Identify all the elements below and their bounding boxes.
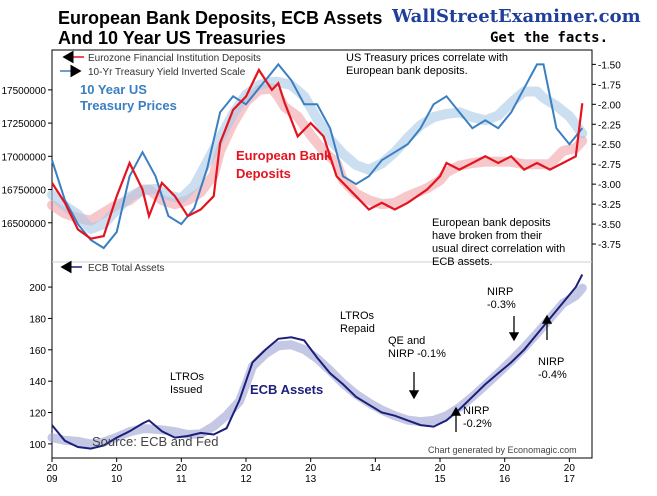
plot-frame [51, 49, 593, 459]
annotation-label: NIRP -0.4% [538, 356, 567, 381]
x-tick-label: 20 10 [111, 463, 123, 485]
x-tick-label: 14 [370, 463, 382, 474]
legend-treasury-label: 10-Yr Treasury Yield Inverted Scale [88, 67, 246, 78]
note-broken-line1: European bank deposits [432, 217, 551, 229]
legend-deposits-label: Eurozone Financial Institution Deposits [88, 53, 261, 64]
right-tick-label: -1.50 [598, 60, 621, 71]
note-correlate-line1: US Treasury prices correlate with [346, 52, 508, 64]
left-tick-label: 17000000 [2, 152, 47, 163]
ecb-trend-band [47, 283, 587, 449]
note-deposits-line1: European Bank [236, 148, 332, 163]
ecb-tick-label: 160 [29, 346, 46, 357]
annotation-label: LTROs Repaid [340, 310, 375, 335]
chart-title-line2: And 10 Year US Treasuries [58, 28, 286, 48]
note-generated: Chart generated by Economagic.com [428, 445, 577, 455]
left-tick-label: 16500000 [2, 219, 47, 230]
x-tick-label: 20 09 [46, 463, 58, 485]
right-tick-label: -3.25 [598, 200, 621, 211]
annotation-layer: LTROs Issued LTROs Repaid QE and NIRP -0.1% NI… [170, 286, 567, 432]
legend-upper: Eurozone Financial Institution Deposits … [60, 50, 261, 78]
right-tick-label: -2.50 [598, 140, 621, 151]
left-tick-label: 16750000 [2, 186, 47, 197]
left-tick-label: 17500000 [2, 86, 47, 97]
note-deposits-line2: Deposits [236, 166, 291, 181]
ecb-tick-label: 100 [29, 440, 46, 451]
note-broken-line4: ECB assets. [432, 256, 493, 268]
ecb-tick-label: 140 [29, 377, 46, 388]
note-treasury-line1: 10 Year US [80, 82, 147, 97]
right-tick-label: -3.50 [598, 220, 621, 231]
x-tick-label: 20 12 [240, 463, 252, 485]
treasury-line [51, 62, 584, 250]
brand-logo: WallStreetExaminer.com [391, 6, 641, 27]
note-broken-line2: have broken from their [432, 230, 542, 242]
legend-lower: ECB Total Assets [60, 260, 165, 274]
right-tick-label: -3.75 [598, 240, 621, 251]
x-tick-label: 20 11 [176, 463, 188, 485]
annotation-label: QE and NIRP -0.1% [388, 335, 446, 360]
annotation-label: NIRP -0.2% [463, 405, 492, 430]
brand-tagline: Get the facts. [490, 30, 608, 46]
ecb-tick-label: 200 [29, 283, 46, 294]
right-tick-label: -2.25 [598, 120, 621, 131]
chart-title-line1: European Bank Deposits, ECB Assets [58, 8, 382, 28]
note-treasury-line2: Treasury Prices [80, 98, 177, 113]
left-tick-label: 17250000 [2, 119, 47, 130]
x-tick-label: 20 16 [499, 463, 511, 485]
axis-layer: 16500000 16750000 17000000 17250000 17500000… [2, 60, 622, 485]
x-tick-label: 20 15 [434, 463, 446, 485]
ecb-tick-label: 120 [29, 409, 46, 420]
x-tick-label: 20 13 [305, 463, 317, 485]
annotation-label: LTROs Issued [170, 371, 205, 396]
series-lines-layer [51, 62, 584, 450]
annotation-label: NIRP -0.3% [487, 286, 516, 311]
right-tick-label: -1.75 [598, 80, 621, 91]
ecb-tick-label: 180 [29, 314, 46, 325]
note-ecb-assets: ECB Assets [250, 382, 323, 397]
ecb-assets-line [51, 274, 584, 450]
deposits-line [51, 67, 584, 240]
x-tick-label: 20 17 [564, 463, 576, 485]
note-broken-line3: usual direct correlation with [432, 243, 565, 255]
note-source: Source: ECB and Fed [92, 434, 218, 449]
right-tick-label: -2.00 [598, 100, 621, 111]
right-tick-label: -2.75 [598, 160, 621, 171]
right-tick-label: -3.00 [598, 180, 621, 191]
note-correlate-line2: European bank deposits. [346, 65, 468, 77]
legend-ecb-label: ECB Total Assets [88, 263, 165, 274]
